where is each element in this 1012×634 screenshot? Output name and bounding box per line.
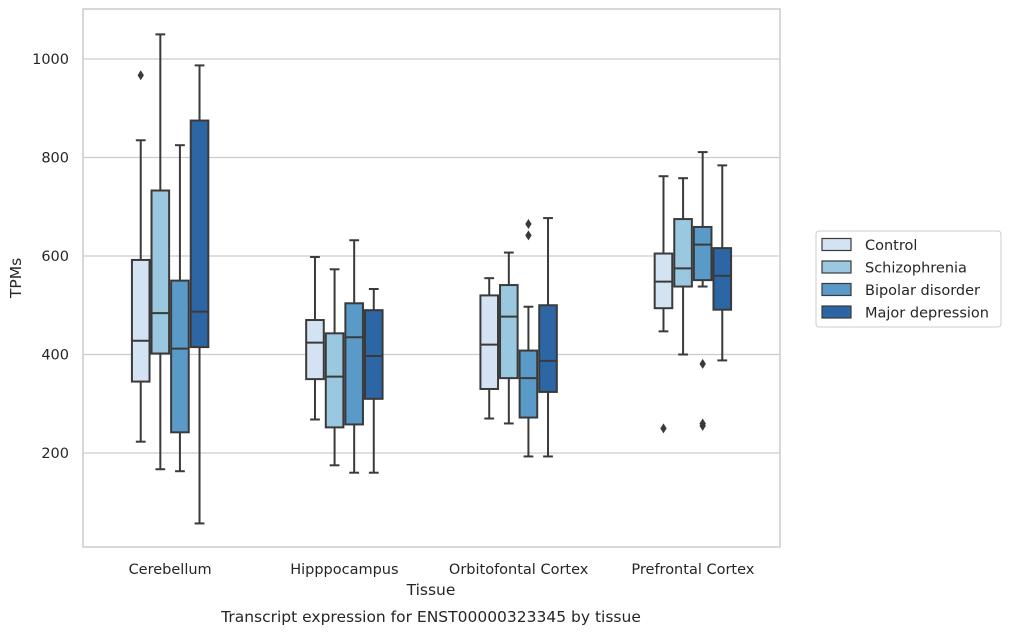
box-iqr [538,304,558,393]
box-schizophrenia-0 [150,33,171,471]
y-tick-label: 800 [41,151,69,167]
legend-swatch [821,282,852,297]
box-iqr [673,218,693,288]
box-schizophrenia-3 [673,177,693,356]
y-axis-label: TPMs [7,258,25,299]
box-schizophrenia-2 [499,251,519,425]
box-iqr [363,309,384,400]
outlier-point [699,418,706,429]
box-bipolar-disorder-2 [518,218,539,458]
x-tick-label: Hipppocampus [290,562,398,578]
box-iqr [518,349,539,419]
legend-frame [815,230,1002,328]
box-control-1 [305,255,325,421]
box-control-3 [653,175,674,434]
legend-swatch [821,237,852,252]
box-schizophrenia-1 [324,268,345,467]
legend-label: Schizophrenia [865,261,967,277]
box-iqr [344,302,364,426]
box-major-depression-3 [712,164,733,362]
legend: Control Schizophrenia Bipolar disorder Majo… [815,230,1002,328]
y-tick-label: 400 [41,348,69,364]
y-axis-ticks: 200 400 600 800 1000 [32,52,69,462]
y-tick-label: 200 [41,446,69,462]
box-iqr [150,189,171,355]
box-iqr [499,284,519,380]
box-control-2 [479,277,500,420]
box-iqr [305,319,325,381]
outlier-point [525,218,532,229]
box-iqr [692,225,713,282]
box-iqr [189,119,210,349]
box-iqr [324,332,345,429]
box-iqr [479,294,500,390]
x-tick-label: Prefrontal Cortex [631,562,754,578]
x-tick-label: Cerebellum [129,562,212,578]
outlier-point [699,358,706,369]
y-tick-label: 1000 [32,52,69,68]
legend-label: Bipolar disorder [865,283,980,299]
y-tick-label: 600 [41,249,69,265]
box-bipolar-disorder-3 [692,151,713,431]
box-major-depression-0 [189,64,210,525]
box-major-depression-2 [538,217,558,458]
outlier-point [525,230,532,241]
outlier-point [137,70,144,81]
chart-caption: Transcript expression for ENST0000032334… [220,608,641,626]
box-iqr [130,258,151,383]
legend-swatch [821,260,852,274]
legend-label: Control [865,238,917,254]
legend-swatch [821,305,852,319]
legend-label: Major depression [865,306,989,322]
outlier-point [660,423,667,434]
x-axis-ticks: Cerebellum Hipppocampus Orbitofontal Corte… [129,562,755,578]
box-layer [130,33,733,525]
x-tick-label: Orbitofontal Cortex [449,562,589,578]
box-bipolar-disorder-1 [344,239,364,474]
box-bipolar-disorder-0 [170,144,190,473]
box-control-0 [130,70,151,443]
box-iqr [712,247,733,311]
box-iqr [170,279,190,434]
box-major-depression-1 [363,287,384,474]
x-axis-label: Tissue [406,581,456,599]
